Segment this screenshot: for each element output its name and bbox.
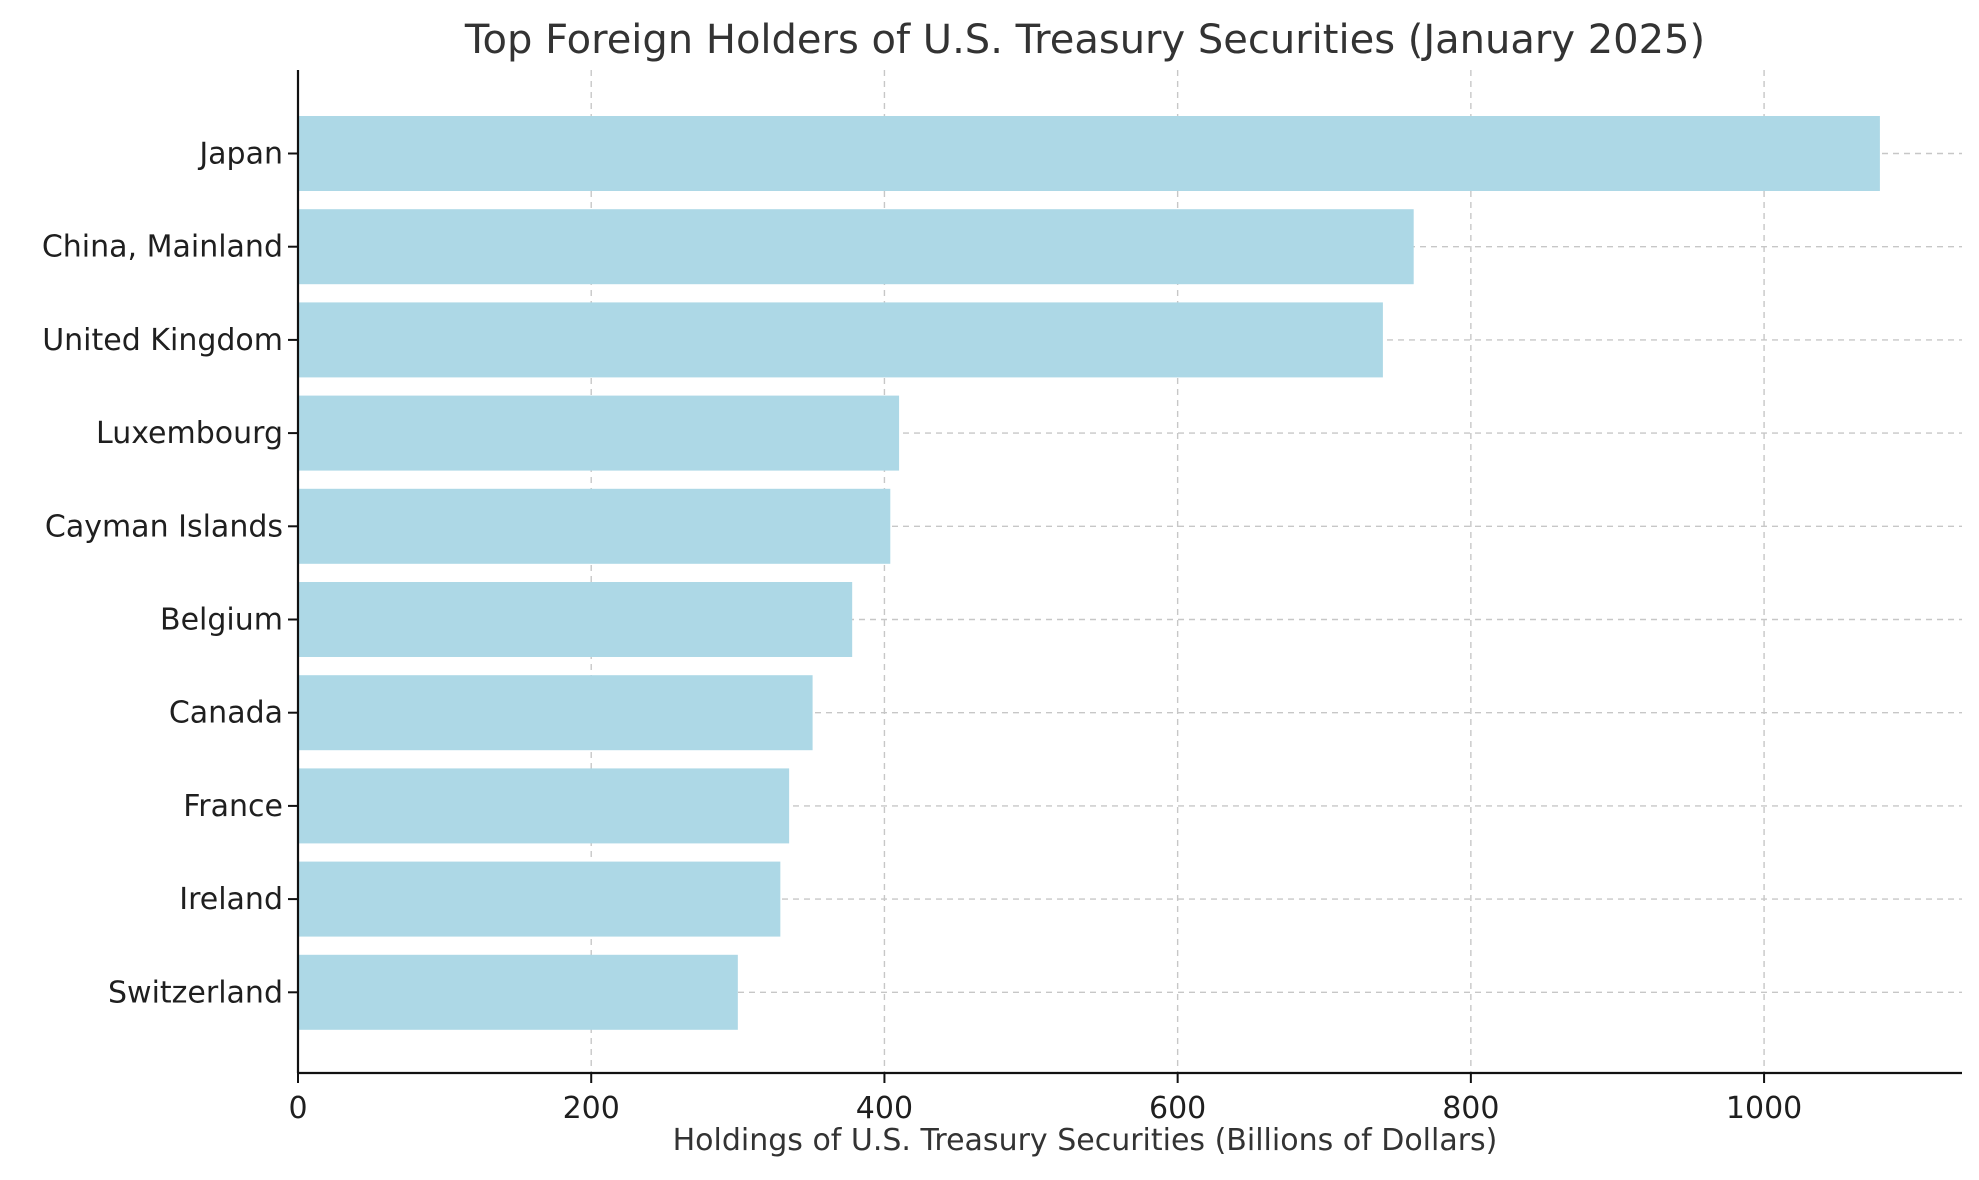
y-category-label-cayman-islands: Cayman Islands [45,509,283,544]
y-category-label-luxembourg: Luxembourg [96,416,283,451]
y-category-label-france: France [183,789,283,824]
bar-cayman-islands [298,488,891,564]
bar-japan [298,116,1880,191]
x-tick-label-200: 200 [563,1091,620,1126]
bar-belgium [298,582,853,657]
chart-title: Top Foreign Holders of U.S. Treasury Sec… [464,17,1705,63]
y-category-label-belgium: Belgium [160,603,283,638]
x-axis-label: Holdings of U.S. Treasury Securities (Bi… [673,1123,1498,1158]
y-category-label-united-kingdom: United Kingdom [42,323,283,358]
bar-canada [298,675,813,751]
y-category-label-canada: Canada [169,696,283,731]
axes [288,70,1962,1083]
bar-ireland [298,861,781,937]
x-tick-label-600: 600 [1149,1091,1206,1126]
bars-group [298,116,1880,1030]
bar-united-kingdom [298,302,1383,378]
bar-france [298,768,790,844]
x-tick-label-0: 0 [288,1091,307,1126]
tick-labels: 0 200 400 600 800 1000 Japan China, Mainland Uni… [42,137,1802,1127]
bar-switzerland [298,954,738,1030]
bar-luxembourg [298,395,900,471]
y-category-label-ireland: Ireland [179,882,283,917]
bar-china-mainland [298,209,1414,285]
y-category-label-china-mainland: China, Mainland [42,230,283,265]
x-tick-label-400: 400 [856,1091,913,1126]
y-category-label-switzerland: Switzerland [108,975,283,1010]
x-tick-label-800: 800 [1442,1091,1499,1126]
y-category-label-japan: Japan [197,137,283,172]
x-tick-label-1000: 1000 [1726,1091,1802,1126]
